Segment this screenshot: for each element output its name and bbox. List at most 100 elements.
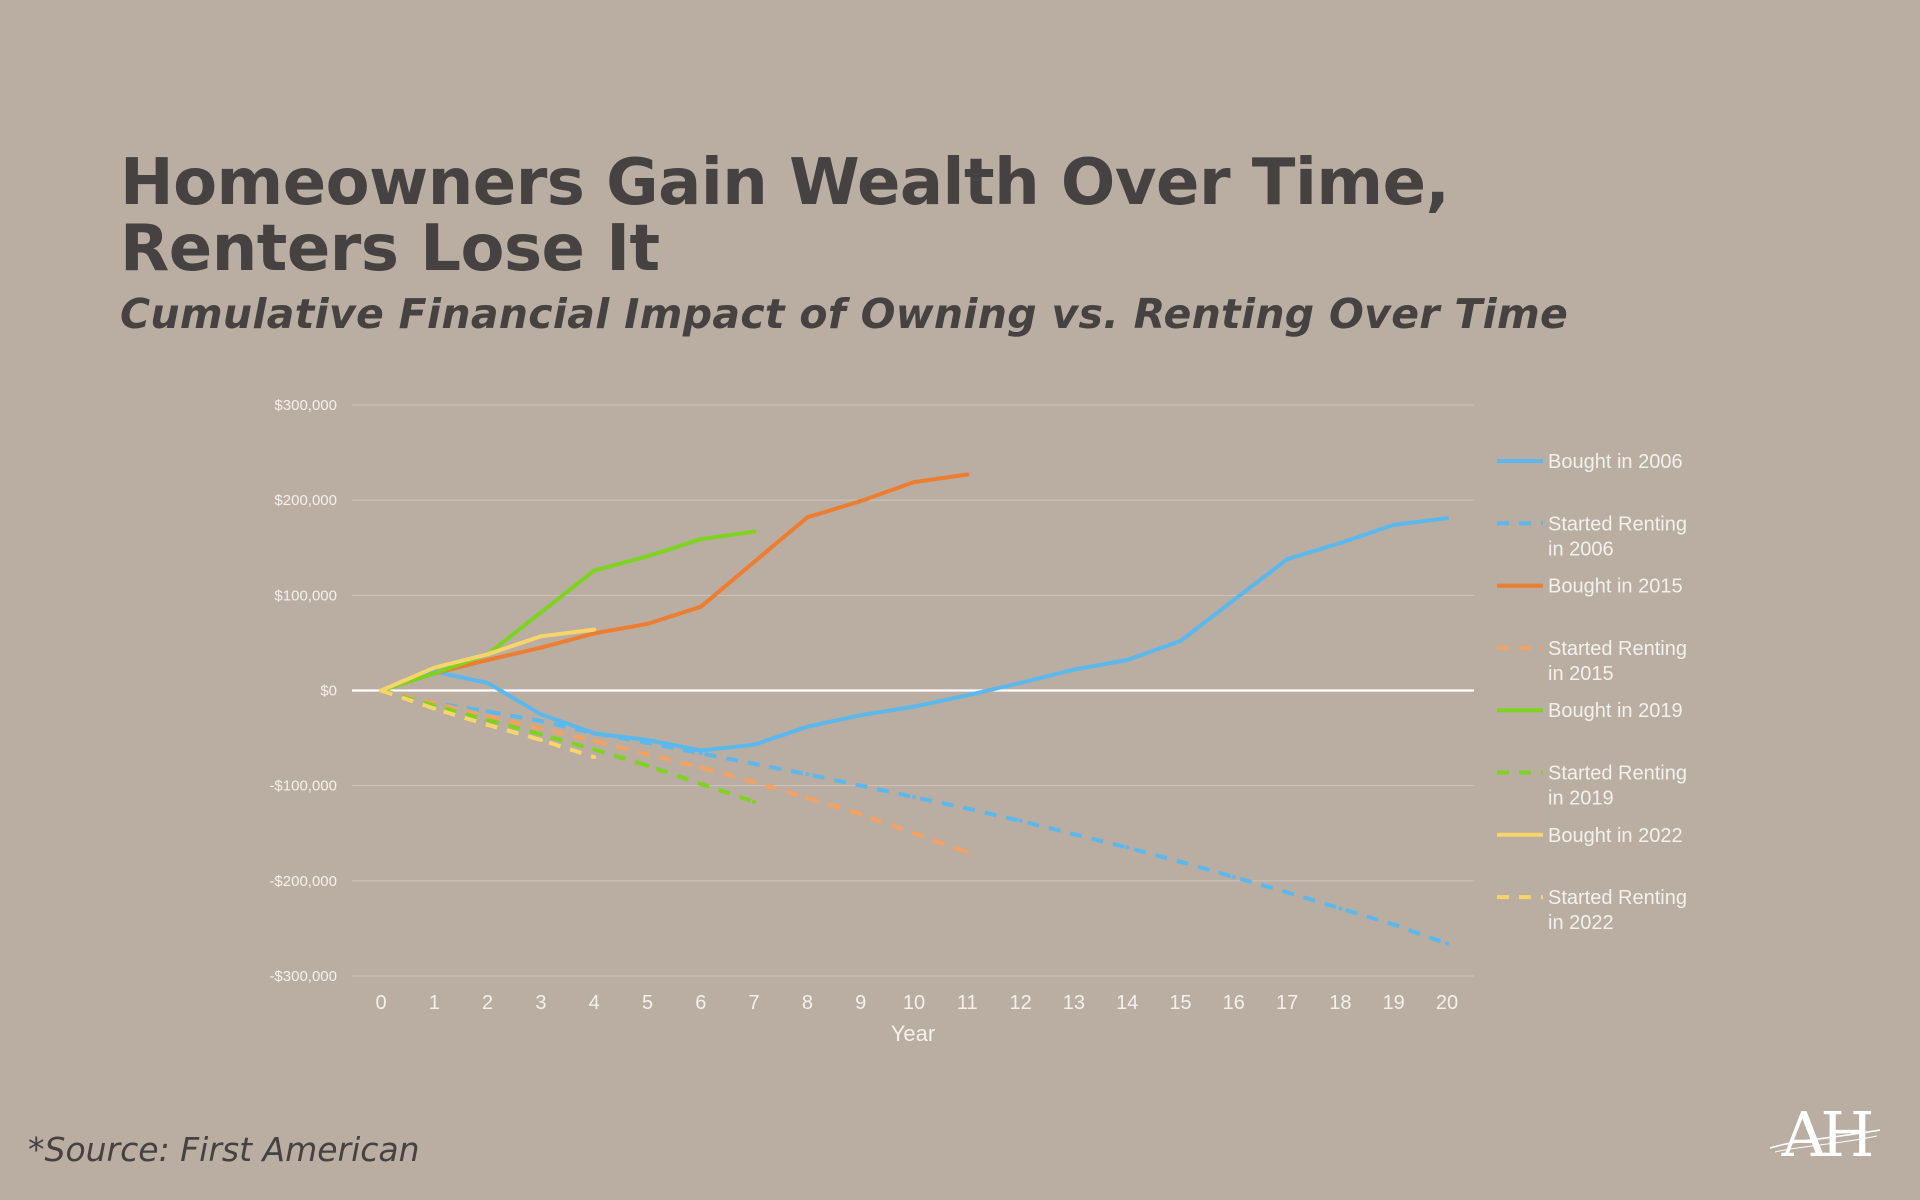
data-point-bought-in-2019 <box>698 537 703 542</box>
legend-item: Started Renting in 2015 <box>1497 638 1687 685</box>
y-tick-label: $200,000 <box>274 492 337 509</box>
data-point-started-renting-in-2022 <box>485 722 490 727</box>
x-tick-label: 12 <box>1009 992 1031 1014</box>
legend: Bought in 2006 Started Renting in 2006 Boug… <box>1497 451 1687 934</box>
data-point-started-renting-in-2006 <box>1338 906 1343 911</box>
data-point-started-renting-in-2006 <box>965 806 970 811</box>
x-tick-label: 19 <box>1383 992 1405 1014</box>
data-point-bought-in-2015 <box>965 472 970 477</box>
data-point-bought-in-2006 <box>1018 680 1023 685</box>
x-tick-label: 13 <box>1063 992 1085 1014</box>
data-point-started-renting-in-2019 <box>592 747 597 752</box>
x-tick-label: 6 <box>695 992 706 1014</box>
y-tick-label: -$300,000 <box>269 968 337 985</box>
data-point-bought-in-2015 <box>698 604 703 609</box>
x-tick-label: 7 <box>749 992 760 1014</box>
data-point-started-renting-in-2022 <box>538 737 543 742</box>
y-tick-label: $300,000 <box>274 397 337 414</box>
data-point-bought-in-2015 <box>645 621 650 626</box>
data-point-bought-in-2006 <box>1231 598 1236 603</box>
data-point-started-renting-in-2006 <box>805 772 810 777</box>
data-point-started-renting-in-2019 <box>698 781 703 786</box>
data-point-started-renting-in-2006 <box>538 718 543 723</box>
x-tick-label: 20 <box>1436 992 1458 1014</box>
series-line-bought-in-2019 <box>379 529 757 693</box>
data-point-bought-in-2022 <box>432 665 437 670</box>
legend-label: Bought in 2022 <box>1548 825 1683 847</box>
legend-item: Started Renting in 2022 <box>1497 887 1687 934</box>
data-point-bought-in-2006 <box>1125 658 1130 663</box>
x-tick-label: 10 <box>903 992 925 1014</box>
data-point-bought-in-2015 <box>805 515 810 520</box>
legend-label: Bought in 2015 <box>1548 576 1683 598</box>
data-point-started-renting-in-2015 <box>858 812 863 817</box>
chart-title: Homeowners Gain Wealth Over Time, Renter… <box>120 146 1450 286</box>
x-tick-label: 15 <box>1169 992 1191 1014</box>
y-tick-label: $0 <box>320 683 337 700</box>
legend-label: Bought in 2006 <box>1548 451 1683 473</box>
data-point-bought-in-2015 <box>485 658 490 663</box>
data-point-bought-in-2006 <box>965 693 970 698</box>
source-note: *Source: First American <box>28 1130 420 1169</box>
legend-item: Bought in 2006 <box>1497 451 1683 473</box>
data-point-started-renting-in-2006 <box>858 783 863 788</box>
ah-logo: AH <box>1769 1098 1881 1168</box>
x-tick-label: 5 <box>642 992 653 1014</box>
legend-item: Started Renting in 2006 <box>1497 513 1687 560</box>
data-point-started-renting-in-2015 <box>805 796 810 801</box>
data-point-bought-in-2019 <box>592 568 597 573</box>
data-point-bought-in-2019 <box>645 554 650 559</box>
data-point-started-renting-in-2006 <box>1018 818 1023 823</box>
x-axis-label: Year <box>891 1021 935 1046</box>
x-tick-label: 18 <box>1329 992 1351 1014</box>
legend-label: Bought in 2019 <box>1548 700 1683 722</box>
legend-label: Started Renting in 2019 <box>1548 763 1687 810</box>
data-point-started-renting-in-2019 <box>538 732 543 737</box>
data-point-started-renting-in-2019 <box>752 799 757 804</box>
x-tick-label: 1 <box>429 992 440 1014</box>
data-point-started-renting-in-2006 <box>698 751 703 756</box>
data-point-started-renting-in-2006 <box>1445 941 1449 946</box>
legend-item: Bought in 2019 <box>1497 700 1683 722</box>
data-point-started-renting-in-2006 <box>485 709 490 714</box>
data-point-started-renting-in-2015 <box>965 850 970 855</box>
data-point-started-renting-in-2006 <box>1285 890 1290 895</box>
x-tick-label: 3 <box>535 992 546 1014</box>
legend-label: Started Renting in 2006 <box>1548 513 1687 560</box>
data-point-bought-in-2006 <box>858 713 863 718</box>
legend-label: Started Renting in 2022 <box>1548 887 1687 934</box>
data-point-started-renting-in-2015 <box>485 714 490 719</box>
data-point-bought-in-2019 <box>432 671 437 676</box>
data-point-bought-in-2015 <box>858 499 863 504</box>
data-point-bought-in-2022 <box>592 627 597 632</box>
data-point-bought-in-2015 <box>538 645 543 650</box>
data-point-bought-in-2006 <box>1445 516 1449 521</box>
x-tick-label: 14 <box>1116 992 1138 1014</box>
data-point-bought-in-2006 <box>1338 540 1343 545</box>
x-tick-label: 17 <box>1276 992 1298 1014</box>
data-point-bought-in-2022 <box>485 652 490 657</box>
data-point-bought-in-2006 <box>538 712 543 717</box>
data-point-bought-in-2006 <box>752 742 757 747</box>
data-point-started-renting-in-2019 <box>645 763 650 768</box>
data-point-bought-in-2015 <box>592 631 597 636</box>
x-tick-label: 0 <box>375 992 386 1014</box>
data-point-started-renting-in-2006 <box>645 740 650 745</box>
data-point-started-renting-in-2022 <box>379 688 383 693</box>
data-point-started-renting-in-2015 <box>698 765 703 770</box>
data-point-bought-in-2015 <box>752 560 757 565</box>
legend-item: Bought in 2022 <box>1497 825 1683 847</box>
data-point-started-renting-in-2015 <box>645 752 650 757</box>
data-point-started-renting-in-2022 <box>432 706 437 711</box>
x-tick-label: 4 <box>589 992 600 1014</box>
data-point-bought-in-2006 <box>1391 522 1396 527</box>
data-point-started-renting-in-2015 <box>912 831 916 836</box>
x-tick-label: 2 <box>482 992 493 1014</box>
x-tick-label: 16 <box>1223 992 1245 1014</box>
data-point-started-renting-in-2006 <box>912 795 916 800</box>
chart-subtitle: Cumulative Financial Impact of Owning vs… <box>120 290 1569 338</box>
y-tick-label: $100,000 <box>274 587 337 604</box>
x-tick-label: 8 <box>802 992 813 1014</box>
data-point-bought-in-2022 <box>538 634 543 639</box>
